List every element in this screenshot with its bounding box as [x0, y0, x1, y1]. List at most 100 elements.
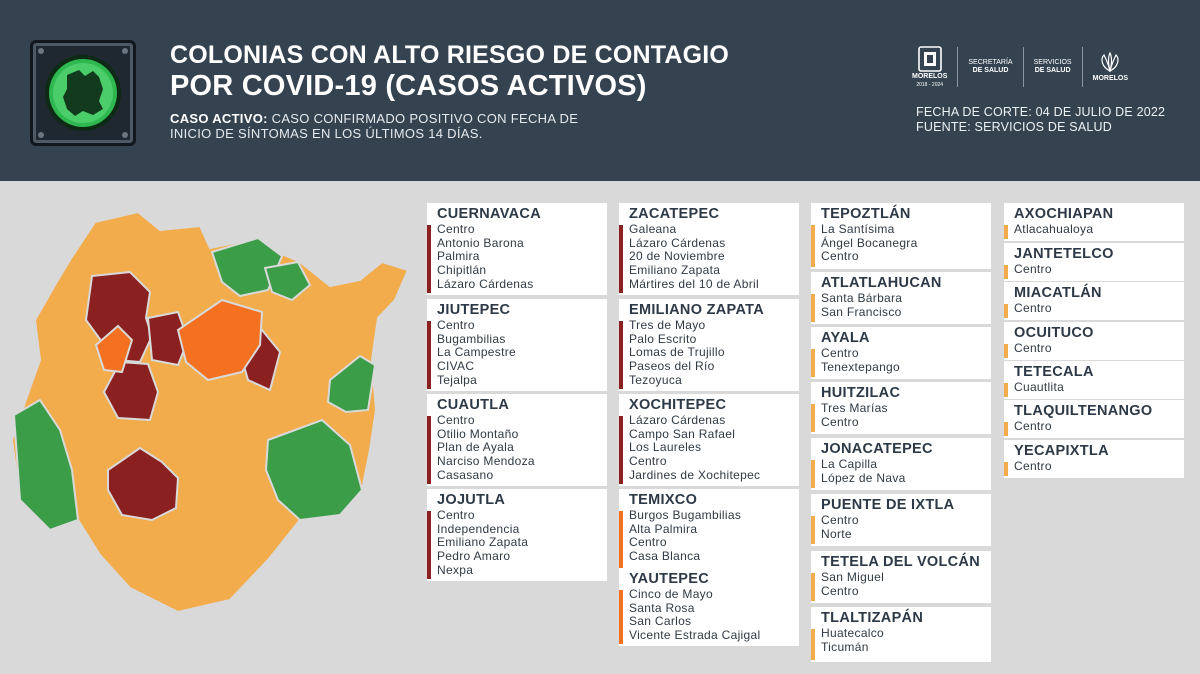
colonia-item: Jardines de Xochitepec — [629, 467, 761, 482]
risk-level-bar — [1004, 304, 1008, 318]
definition-line-1: CASO CONFIRMADO POSITIVO CON FECHA DE — [267, 111, 579, 126]
colonias-list: Centro Otilio Montaño Plan de Ayala Narciso… — [437, 413, 535, 483]
map-region-huitzilac — [210, 236, 284, 298]
colonia-item: Galeana — [629, 222, 677, 236]
colonia-item: Centro — [1014, 301, 1052, 315]
title-line-1: COLONIAS CON ALTO RIESGO DE CONTAGIO — [170, 41, 730, 69]
municipio-name: TETELA DEL VOLCÁN — [821, 554, 980, 570]
municipio-card: YAUTEPEC Cinco de Mayo Santa Rosa San Carlo… — [619, 568, 799, 646]
colonias-list: Centro — [1014, 459, 1052, 474]
colonia-item: Campo San Rafael — [629, 426, 736, 441]
colonia-item: Centro — [1014, 459, 1052, 473]
risk-level-bar — [811, 516, 815, 544]
colonias-list: Centro — [1014, 262, 1052, 277]
colonia-item: Plan de Ayala — [437, 440, 515, 455]
active-case-definition: CASO ACTIVO: CASO CONFIRMADO POSITIVO CO… — [170, 111, 578, 141]
colonia-item: Paseos del Río — [629, 359, 715, 374]
colonia-item: Centro — [1014, 341, 1052, 355]
colonias-list: Centro Tenextepango — [821, 346, 900, 374]
risk-level-bar — [619, 416, 623, 484]
secretaria-logo: SECRETARÍA DE SALUD — [968, 59, 1012, 75]
colonia-item: Tejalpa — [437, 372, 478, 387]
risk-level-bar — [427, 321, 431, 389]
definition-term: CASO ACTIVO: — [170, 111, 268, 126]
colonia-item: Centro — [629, 535, 667, 550]
colonia-item: Nexpa — [437, 562, 474, 577]
municipio-name: YAUTEPEC — [629, 571, 710, 587]
municipio-name: ATLATLAHUCAN — [821, 275, 942, 291]
colonia-item: Centro — [821, 414, 859, 429]
municipio-card: TLAQUILTENANGO Centro — [1004, 400, 1184, 438]
risk-level-bar — [427, 511, 431, 579]
municipio-name: YECAPIXTLA — [1014, 443, 1109, 459]
colonia-item: Bugambilias — [437, 331, 506, 346]
municipio-name: JONACATEPEC — [821, 441, 933, 457]
morelos-years: 2018 - 2024 — [916, 82, 944, 88]
map-region-east-strip — [326, 354, 377, 414]
map-region-emiliano-zapata — [102, 360, 160, 422]
municipio-name: ZACATEPEC — [629, 206, 720, 222]
colonias-list: Cinco de Mayo Santa Rosa San Carlos Vicente… — [629, 587, 761, 643]
map-region-west — [12, 398, 80, 532]
colonia-item: Centro — [1014, 419, 1052, 433]
colonias-list: San Miguel Centro — [821, 570, 885, 598]
colonia-item: Centro — [437, 318, 475, 332]
municipio-name: XOCHITEPEC — [629, 397, 727, 413]
risk-level-bar — [1004, 265, 1008, 279]
municipio-card: JANTETELCO Centro — [1004, 243, 1184, 281]
colonia-item: Atlacahualoya — [1014, 222, 1094, 236]
colonias-list: Centro Independencia Emiliano Zapata Pedro … — [437, 508, 529, 578]
colonia-item: Palmira — [437, 249, 480, 264]
municipio-card: ATLATLAHUCAN Santa Bárbara San Francisco — [811, 272, 991, 324]
colonia-item: Centro — [437, 222, 475, 236]
colonia-item: La Santísima — [821, 222, 895, 236]
colonia-item: La Capilla — [821, 457, 878, 471]
colonia-item: Vicente Estrada Cajigal — [629, 628, 761, 643]
colonia-item: Huatecalco — [821, 626, 885, 640]
colonia-item: Ángel Bocanegra — [821, 235, 918, 250]
municipio-card: TLALTIZAPÁN Huatecalco Ticumán — [811, 607, 991, 662]
colonias-list: Centro Norte — [821, 513, 859, 541]
colonia-item: Independencia — [437, 521, 520, 536]
colonia-item: Centro — [821, 513, 859, 527]
colonias-list: La Santísima Ángel Bocanegra Centro — [821, 222, 918, 264]
colonia-item: Lázaro Cárdenas — [437, 276, 534, 291]
municipio-card: CUAUTLA Centro Otilio Montaño Plan de Ayala… — [427, 394, 607, 486]
morelos-shield-icon — [917, 46, 942, 72]
colonia-item: Cinco de Mayo — [629, 587, 713, 601]
colonia-item: Lomas de Trujillo — [629, 345, 725, 360]
municipio-name: AXOCHIAPAN — [1014, 206, 1114, 222]
colonia-item: San Miguel — [821, 570, 885, 584]
colonia-item: Centro — [821, 346, 859, 360]
municipio-card: AYALA Centro Tenextepango — [811, 327, 991, 379]
title-line-2: POR COVID-19 (CASOS ACTIVOS) — [170, 70, 647, 102]
map-region-tepoztlan-north — [263, 260, 312, 302]
header: COLONIAS CON ALTO RIESGO DE CONTAGIO POR… — [0, 0, 1200, 181]
risk-level-bar — [619, 225, 623, 293]
municipio-name: CUAUTLA — [437, 397, 510, 413]
colonia-item: Otilio Montaño — [437, 426, 519, 441]
municipio-name: TEPOZTLÁN — [821, 206, 911, 222]
colonia-item: Ticumán — [821, 639, 869, 654]
risk-level-bar — [1004, 422, 1008, 436]
colonia-item: Narciso Mendoza — [437, 454, 535, 469]
municipio-card: TEMIXCO Burgos Bugambilias Alta Palmira Cen… — [619, 489, 799, 581]
cutoff-date: FECHA DE CORTE: 04 DE JULIO DE 2022 — [916, 105, 1166, 119]
risk-level-bar — [619, 321, 623, 389]
colonias-list: Centro Antonio Barona Palmira Chipitlán Láza… — [437, 222, 534, 292]
colonia-item: Palo Escrito — [629, 331, 697, 346]
colonia-item: Lázaro Cárdenas — [629, 235, 726, 250]
logo-divider — [1081, 47, 1083, 87]
colonia-item: Tres de Mayo — [629, 318, 706, 332]
municipio-name: TLAQUILTENANGO — [1014, 403, 1153, 419]
secretaria-line-2: DE SALUD — [972, 67, 1009, 74]
colonia-item: Emiliano Zapata — [437, 535, 529, 550]
municipio-name: JOJUTLA — [437, 492, 506, 508]
colonias-list: Santa Bárbara San Francisco — [821, 291, 902, 319]
servicios-line-1: SERVICIOS — [1033, 59, 1072, 66]
servicios-logo: SERVICIOS DE SALUD — [1034, 59, 1072, 75]
municipio-card: TETECALA Cuautlita — [1004, 361, 1184, 399]
municipio-name: AYALA — [821, 330, 870, 346]
municipio-card: CUERNAVACA Centro Antonio Barona Palmira Chi… — [427, 203, 607, 295]
colonia-item: Centro — [437, 508, 475, 522]
